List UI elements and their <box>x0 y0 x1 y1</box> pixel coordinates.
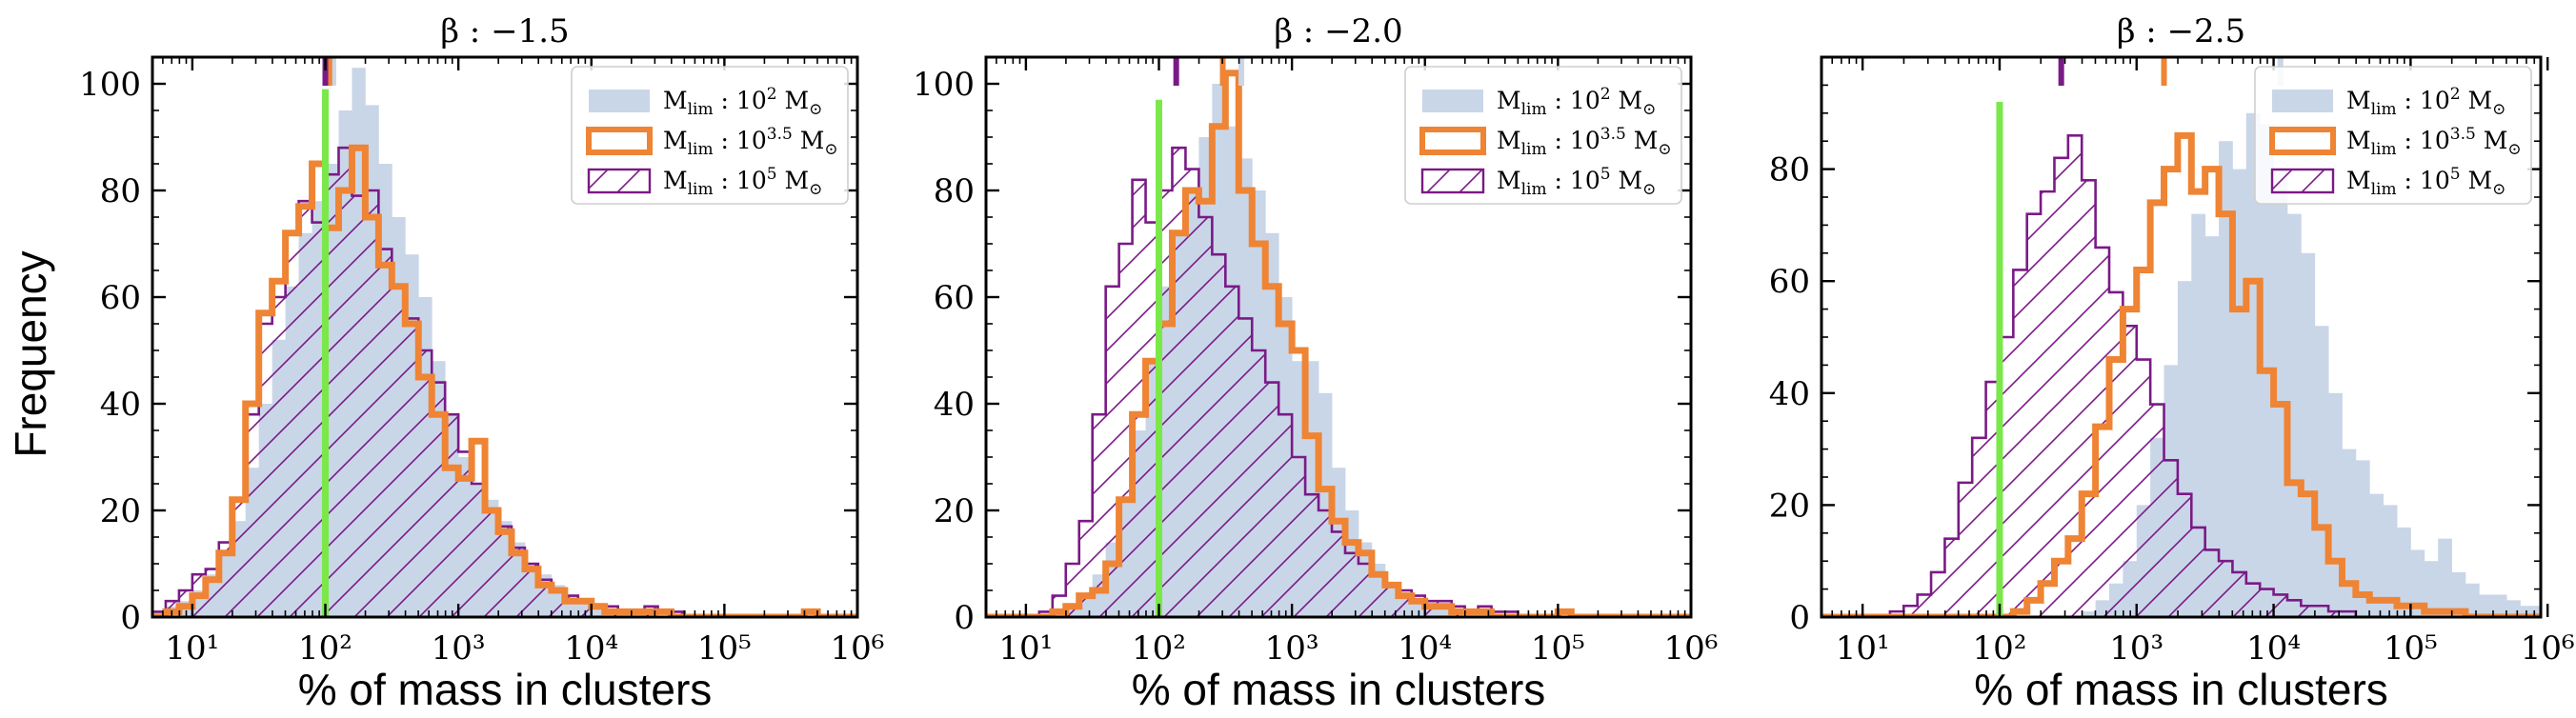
step-purple <box>986 146 1691 617</box>
bar-light <box>2451 571 2466 617</box>
legend-label: Mlim : 102 M⊙ <box>663 85 822 119</box>
y-tick-label: 40 <box>934 386 975 424</box>
legend-swatch <box>2270 168 2335 194</box>
x-tick-label: 10⁵ <box>697 629 752 668</box>
legend-label: Mlim : 105 M⊙ <box>1497 165 1656 199</box>
bar-light <box>2286 213 2302 617</box>
legend-swatch <box>2269 127 2336 155</box>
legend-label: Mlim : 103.5 M⊙ <box>663 125 838 159</box>
y-tick-label: 40 <box>1769 375 1810 413</box>
step-orange <box>1821 131 2541 617</box>
bar-light <box>2533 606 2541 617</box>
x-tick-label: 10¹ <box>1836 629 1890 668</box>
panel-1: 0 20 40 60 80 100 10¹ 10² 10³ 10⁴ 10⁵ 10⁶ β : −1.5 % … <box>79 12 884 714</box>
x-tick-label: 10⁵ <box>2384 629 2438 668</box>
panel-2: 0 20 40 60 80 100 10¹ 10² 10³ 10⁴ 10⁵ 10⁶ β : −2.0 % … <box>913 12 1718 714</box>
step-orange <box>152 144 857 617</box>
y-tick-label: 80 <box>934 172 975 210</box>
legend-swatch <box>1420 168 1485 194</box>
bar-light <box>2520 606 2535 617</box>
legend: Mlim : 102 M⊙ Mlim : 103.5 M⊙ Mlim : 105 M… <box>2254 66 2532 205</box>
x-tick-label: 10¹ <box>165 629 219 668</box>
x-tick-label: 10³ <box>1265 629 1319 668</box>
y-tick-label: 20 <box>100 492 141 530</box>
y-tick-label: 80 <box>100 172 141 210</box>
legend-swatch <box>586 127 653 155</box>
hatched-fill <box>986 148 1691 617</box>
legend: Mlim : 102 M⊙ Mlim : 103.5 M⊙ Mlim : 105 M… <box>1404 66 1682 205</box>
step-orange <box>986 70 1691 617</box>
plot-area <box>152 68 857 617</box>
bar-light <box>2369 493 2385 617</box>
panel-title: β : −1.5 <box>440 12 569 50</box>
x-tick-label: 10² <box>1972 629 2026 668</box>
legend-swatch <box>2272 90 2333 112</box>
bar-light <box>2355 460 2370 617</box>
y-tick-label: 60 <box>100 279 141 317</box>
legend-label: Mlim : 102 M⊙ <box>2346 85 2506 119</box>
panels: 0 20 40 60 80 100 10¹ 10² 10³ 10⁴ 10⁵ 10⁶ β : −1.5 % … <box>79 12 2575 714</box>
bar-light <box>2191 213 2206 617</box>
legend-swatch <box>589 90 650 112</box>
x-tick-label: 10⁵ <box>1531 629 1585 668</box>
x-tick-label: 10² <box>1132 629 1186 668</box>
bar-light <box>2465 583 2480 617</box>
x-tick-label: 10² <box>298 629 352 668</box>
bar-light <box>2438 538 2452 617</box>
x-axis-label: % of mass in clusters <box>1132 665 1546 714</box>
legend-label: Mlim : 102 M⊙ <box>1497 85 1656 119</box>
bar-light <box>2397 527 2411 617</box>
y-tick-label: 20 <box>1769 487 1810 525</box>
bar-light <box>2245 112 2261 617</box>
bar-light <box>2204 236 2220 617</box>
y-tick-label: 40 <box>100 386 141 424</box>
bar-light <box>2492 594 2507 617</box>
bar-light <box>2301 252 2316 617</box>
legend-label: Mlim : 105 M⊙ <box>663 165 822 199</box>
axes-frame <box>984 55 1693 619</box>
y-tick-label: 60 <box>934 279 975 317</box>
panel-title: β : −2.0 <box>1274 12 1402 50</box>
legend-label: Mlim : 105 M⊙ <box>2346 165 2506 199</box>
y-tick-label: 0 <box>120 599 141 637</box>
bar-light <box>2342 449 2357 617</box>
x-tick-label: 10³ <box>2109 629 2163 668</box>
y-axis-label: Frequency <box>6 250 55 457</box>
x-tick-label: 10¹ <box>998 629 1053 668</box>
panel-title: β : −2.5 <box>2117 12 2245 50</box>
legend-label: Mlim : 103.5 M⊙ <box>1497 125 1672 159</box>
bar-light <box>2314 326 2329 617</box>
bar-light <box>2424 561 2439 617</box>
y-tick-label: 60 <box>1769 263 1810 301</box>
x-tick-label: 10³ <box>432 629 486 668</box>
panel-3: 0 20 40 60 80 10¹ 10² 10³ 10⁴ 10⁵ 10⁶ β : −2.5 % of … <box>1769 12 2575 714</box>
y-tick-label: 100 <box>913 66 975 104</box>
bar-light <box>2410 549 2425 617</box>
x-tick-label: 10⁶ <box>2521 629 2575 668</box>
legend-swatch <box>587 168 652 194</box>
legend-swatch <box>1422 90 1483 112</box>
bar-light <box>2479 594 2494 617</box>
y-tick-label: 20 <box>934 492 975 530</box>
axes-frame <box>151 55 859 619</box>
plot-area <box>1821 102 2541 617</box>
y-tick-label: 0 <box>1789 599 1810 637</box>
x-tick-label: 10⁴ <box>1398 629 1452 668</box>
x-axis-label: % of mass in clusters <box>298 665 713 714</box>
bar-light <box>2383 505 2398 617</box>
x-tick-label: 10⁴ <box>2246 629 2301 668</box>
legend-swatch <box>1419 127 1486 155</box>
legend: Mlim : 102 M⊙ Mlim : 103.5 M⊙ Mlim : 105 M… <box>571 66 849 205</box>
x-tick-label: 10⁴ <box>564 629 618 668</box>
x-tick-label: 10⁶ <box>1664 629 1719 668</box>
y-tick-label: 0 <box>954 599 975 637</box>
x-tick-label: 10⁶ <box>831 629 885 668</box>
y-tick-label: 100 <box>79 66 141 104</box>
legend-label: Mlim : 103.5 M⊙ <box>2346 125 2522 159</box>
bar-light <box>2273 169 2288 617</box>
plot-area <box>986 70 1691 617</box>
y-tick-label: 80 <box>1769 151 1810 189</box>
x-axis-label: % of mass in clusters <box>1974 665 2388 714</box>
